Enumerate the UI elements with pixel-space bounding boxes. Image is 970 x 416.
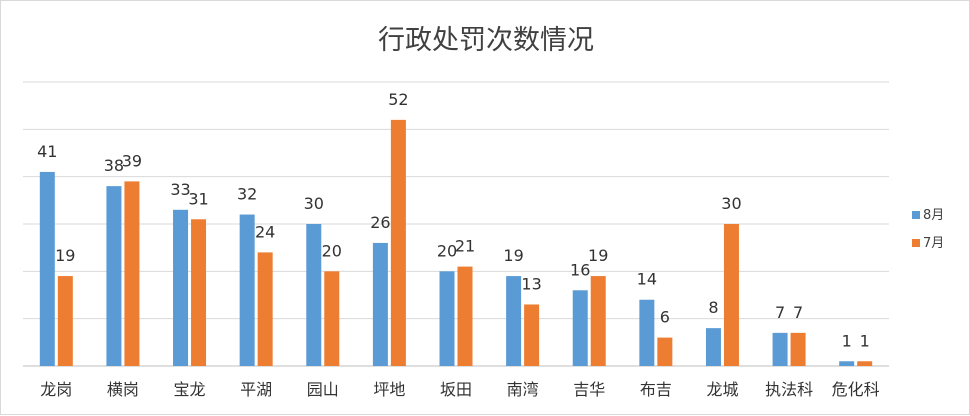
legend-label: 8月 [923,208,944,223]
data-label: 7 [793,303,803,322]
bar-aug-11 [772,332,788,366]
bar-aug-10 [705,328,721,366]
legend-swatch [912,211,920,219]
data-label: 33 [170,180,190,199]
data-label: 52 [388,90,408,109]
category-label: 布吉 [640,380,672,399]
category-label: 吉华 [573,380,605,399]
data-label: 24 [255,222,275,241]
data-label: 19 [503,246,523,265]
data-label: 20 [322,241,342,260]
bar-jul-6 [457,266,473,366]
legend-label: 7月 [923,236,944,251]
category-label: 坂田 [440,380,472,399]
data-label: 32 [237,185,257,204]
data-label: 21 [455,237,475,256]
data-label: 13 [521,274,541,293]
bars [39,119,873,366]
category-label: 执法科 [765,380,813,399]
data-label: 39 [122,151,142,170]
bar-jul-9 [657,337,673,366]
bar-jul-5 [390,119,406,366]
bar-aug-2 [173,209,189,366]
category-label: 平湖 [240,380,272,399]
bar-aug-9 [639,299,655,366]
bar-jul-4 [324,271,340,366]
data-label: 6 [660,308,670,327]
data-label: 30 [304,194,324,213]
bar-jul-3 [257,252,273,366]
data-label: 31 [188,189,208,208]
bar-aug-12 [839,361,855,366]
data-label: 38 [104,156,124,175]
category-labels: 龙岗 横岗 宝龙 平湖 园山 坪地 坂田 南湾 吉华 布吉 龙城 执法科 危化科 [40,380,879,399]
data-label: 1 [842,331,852,350]
data-label: 26 [370,213,390,232]
bar-aug-1 [106,186,122,366]
chart-title: 行政处罚次数情况 [378,25,594,56]
category-label: 横岗 [107,380,139,399]
bar-jul-1 [124,181,140,366]
data-label: 30 [721,194,741,213]
bar-aug-4 [306,224,322,366]
category-label: 龙城 [706,380,738,399]
bar-aug-7 [506,276,522,366]
data-label: 16 [570,260,590,279]
bar-jul-8 [590,276,606,366]
bar-jul-0 [57,276,73,366]
bar-aug-6 [439,271,455,366]
category-label: 园山 [307,380,339,399]
data-label: 14 [637,270,657,289]
bar-aug-8 [572,290,588,366]
category-label: 坪地 [373,380,405,399]
data-label: 8 [708,298,718,317]
data-label: 19 [55,246,75,265]
data-label: 1 [860,331,870,350]
data-label: 20 [437,241,457,260]
bar-jul-12 [857,361,873,366]
category-label: 龙岗 [40,380,72,399]
category-label: 宝龙 [174,380,206,399]
legend: 8月 7月 [912,208,944,251]
bar-aug-0 [39,171,55,366]
data-label: 19 [588,246,608,265]
category-label: 危化科 [832,380,880,399]
bar-jul-10 [723,224,739,366]
legend-swatch [912,239,920,247]
bar-aug-5 [372,242,388,366]
bar-jul-11 [790,332,806,366]
bar-jul-7 [524,304,540,366]
category-label: 南湾 [507,380,539,399]
data-label: 41 [37,142,57,161]
gridlines [23,81,889,367]
data-label: 7 [775,303,785,322]
bar-aug-3 [239,214,255,366]
bar-jul-2 [191,219,207,366]
